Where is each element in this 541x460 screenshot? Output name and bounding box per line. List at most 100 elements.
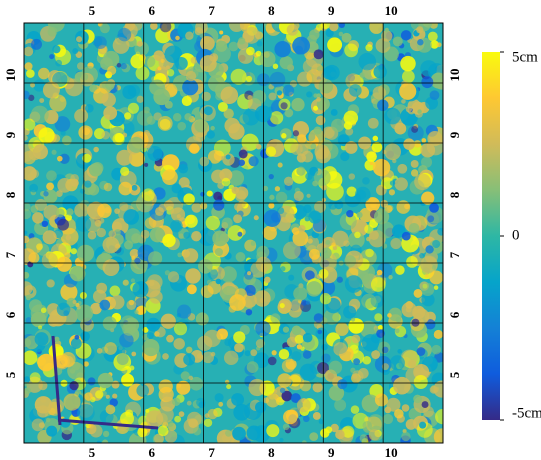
texture-blob xyxy=(136,384,149,397)
texture-blob xyxy=(141,230,150,239)
texture-blob xyxy=(421,76,433,88)
texture-blob xyxy=(331,242,335,246)
texture-blob xyxy=(303,415,310,422)
x-tick-label: 9 xyxy=(328,3,335,18)
texture-blob xyxy=(254,290,271,307)
texture-blob xyxy=(268,357,277,366)
texture-blob xyxy=(357,212,363,218)
texture-blob xyxy=(183,354,195,366)
texture-blob xyxy=(103,259,120,276)
texture-blob xyxy=(247,426,262,441)
texture-blob xyxy=(60,130,65,135)
texture-blob xyxy=(257,41,263,47)
texture-blob xyxy=(402,302,417,317)
texture-blob xyxy=(234,343,244,353)
texture-blob xyxy=(84,392,93,401)
texture-blob xyxy=(277,373,291,387)
texture-blob xyxy=(401,30,411,40)
texture-blob xyxy=(246,309,252,315)
texture-blob xyxy=(173,113,181,121)
texture-blob xyxy=(280,388,285,393)
texture-blob xyxy=(312,382,322,392)
texture-blob xyxy=(147,146,162,161)
texture-blob xyxy=(229,42,239,52)
heatmap xyxy=(17,15,451,450)
texture-blob xyxy=(281,102,288,109)
texture-blob xyxy=(32,419,45,432)
texture-blob xyxy=(31,39,42,50)
colorbar xyxy=(482,52,500,420)
texture-blob xyxy=(349,84,362,97)
texture-blob xyxy=(331,109,338,116)
texture-blob xyxy=(293,130,299,136)
texture-blob xyxy=(233,331,245,343)
texture-blob xyxy=(421,283,434,296)
texture-blob xyxy=(174,322,187,335)
texture-blob xyxy=(309,29,320,40)
texture-blob xyxy=(177,214,181,218)
texture-blob xyxy=(425,274,430,279)
texture-blob xyxy=(351,334,360,343)
texture-blob xyxy=(319,79,334,94)
texture-blob xyxy=(312,180,318,186)
texture-blob xyxy=(149,290,162,303)
texture-blob xyxy=(371,350,380,359)
texture-blob xyxy=(363,356,372,365)
texture-blob xyxy=(397,349,402,354)
texture-blob xyxy=(183,232,190,239)
texture-blob xyxy=(132,185,138,191)
texture-blob xyxy=(243,27,260,44)
texture-blob xyxy=(279,349,290,360)
texture-blob xyxy=(373,136,379,142)
texture-blob xyxy=(28,252,39,263)
texture-blob xyxy=(42,252,58,268)
texture-blob xyxy=(344,111,358,125)
texture-blob xyxy=(57,178,72,193)
texture-blob xyxy=(296,167,305,176)
texture-blob xyxy=(196,312,209,325)
texture-blob xyxy=(71,248,77,254)
texture-blob xyxy=(295,335,304,344)
texture-blob xyxy=(232,427,246,441)
texture-blob xyxy=(292,325,302,335)
texture-blob xyxy=(303,350,312,359)
texture-blob xyxy=(283,326,289,332)
texture-blob xyxy=(314,126,322,134)
texture-blob xyxy=(429,271,443,285)
texture-blob xyxy=(153,88,170,105)
texture-blob xyxy=(74,203,88,217)
texture-blob xyxy=(306,91,312,97)
texture-blob xyxy=(297,398,311,412)
texture-blob xyxy=(268,92,276,100)
texture-blob xyxy=(306,281,322,297)
texture-blob xyxy=(316,97,321,102)
texture-blob xyxy=(434,285,439,290)
texture-blob xyxy=(215,393,224,402)
texture-blob xyxy=(365,44,372,51)
texture-blob xyxy=(108,230,116,238)
texture-blob xyxy=(33,144,48,159)
texture-blob xyxy=(237,232,242,237)
texture-blob xyxy=(325,240,330,245)
texture-blob xyxy=(235,288,247,300)
texture-blob xyxy=(142,339,159,356)
texture-blob xyxy=(77,62,84,69)
texture-blob xyxy=(189,376,194,381)
x-tick-label: 6 xyxy=(148,445,155,460)
texture-blob xyxy=(387,313,392,318)
texture-blob xyxy=(358,53,376,71)
colorbar-label: 5cm xyxy=(512,49,538,65)
texture-blob xyxy=(187,284,197,294)
texture-blob xyxy=(421,138,426,143)
texture-blob xyxy=(362,177,370,185)
texture-blob xyxy=(147,274,162,289)
texture-blob xyxy=(70,368,76,374)
texture-blob xyxy=(210,126,214,130)
texture-blob xyxy=(189,143,200,154)
chart: 55667788991010556677889910105cm0-5cm xyxy=(0,0,541,460)
texture-blob xyxy=(414,375,428,389)
texture-blob xyxy=(120,167,129,176)
texture-blob xyxy=(294,46,303,55)
texture-blob xyxy=(226,384,231,389)
texture-blob xyxy=(266,424,279,437)
